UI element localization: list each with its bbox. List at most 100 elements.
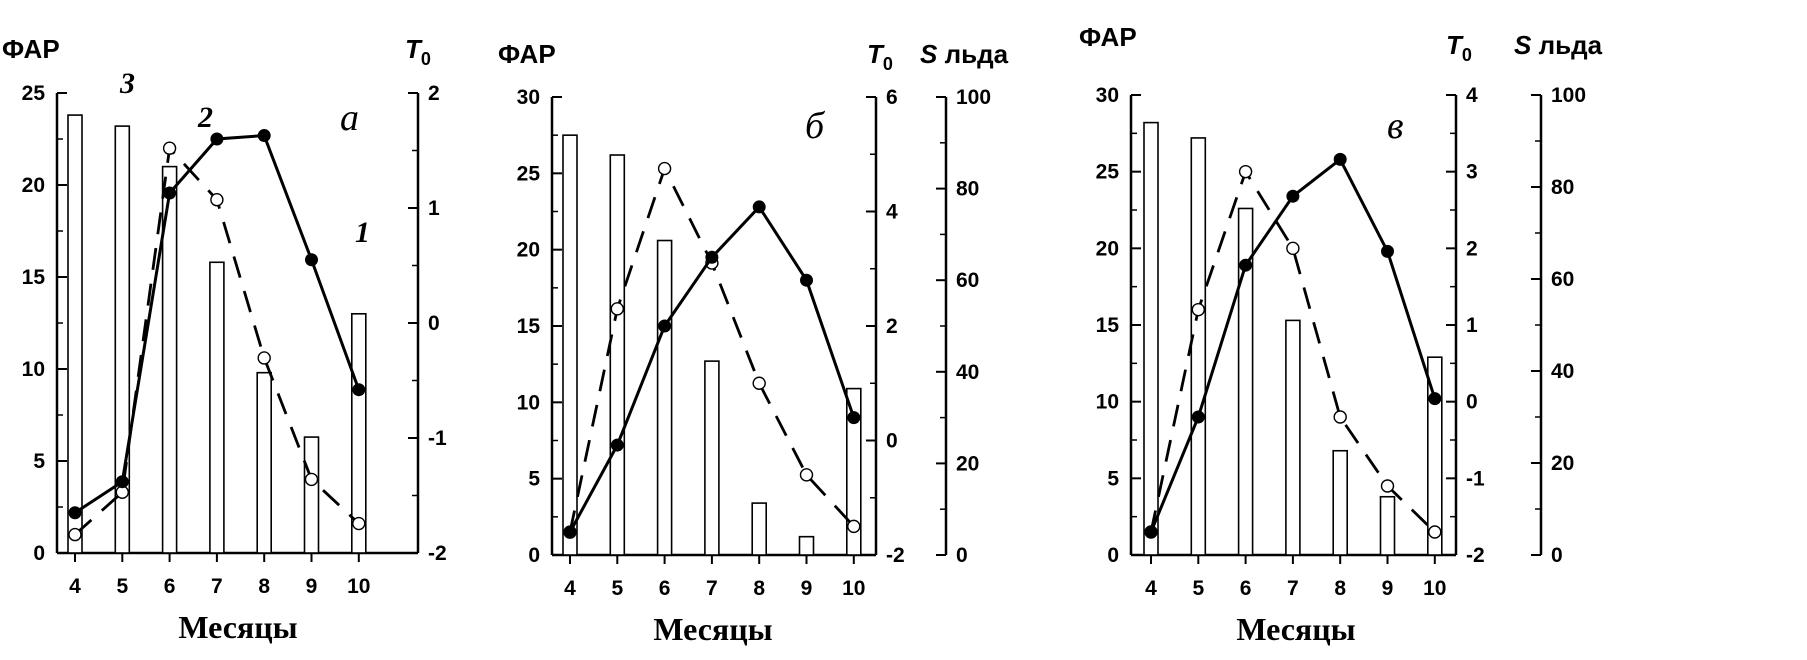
filled-circle-point xyxy=(305,253,318,267)
right-tick-label: 80 xyxy=(956,178,979,201)
right-tick-label: 0 xyxy=(886,430,898,453)
bar xyxy=(1285,319,1301,556)
x-tick-label: 8 xyxy=(1334,577,1346,600)
left-tick-label: 15 xyxy=(22,266,46,289)
right-axis-title: T0 xyxy=(405,34,431,69)
panel-label: в xyxy=(1387,105,1404,147)
left-tick-label: 5 xyxy=(33,450,45,473)
left-tick-label: 10 xyxy=(517,391,540,414)
bar xyxy=(1332,449,1348,556)
right-tick-label: 1 xyxy=(1466,314,1478,337)
filled-circle-point xyxy=(563,525,577,539)
left-tick-label: 0 xyxy=(528,544,540,567)
filled-circle-point xyxy=(1381,244,1394,258)
left-tick-label: 20 xyxy=(517,239,540,262)
right-tick-label: -1 xyxy=(428,427,447,450)
panel-1: 0 5 10 15 20 25 ФАР -2 -1 0 1 2 T0 4 5 6 7 8 9 10 Месяцы а 3 2 1 xyxy=(2,34,447,645)
left-tick-label: 30 xyxy=(517,86,540,109)
filled-circle-point xyxy=(115,475,129,489)
bar xyxy=(845,387,862,556)
panel-label: а xyxy=(340,97,359,139)
filled-circle-point xyxy=(257,129,271,143)
open-circle-point xyxy=(847,519,861,534)
right-tick-label: -1 xyxy=(1466,467,1485,490)
curve-annotation: 3 xyxy=(119,67,135,100)
right-tick-label: 0 xyxy=(956,544,968,567)
filled-circle-point xyxy=(1333,152,1347,166)
bar xyxy=(1427,356,1443,556)
right-tick-label: 4 xyxy=(886,201,898,224)
left-tick-label: 20 xyxy=(1096,237,1119,260)
x-tick-label: 5 xyxy=(1192,577,1204,600)
left-tick-label: 5 xyxy=(1107,467,1119,490)
filled-circle-point xyxy=(68,506,82,520)
right-tick-label: 2 xyxy=(886,315,898,338)
bar xyxy=(562,134,578,556)
right-tick-label: 20 xyxy=(1551,452,1574,475)
right-tick-label: 2 xyxy=(1466,237,1478,260)
x-axis-title: Месяцы xyxy=(178,609,297,645)
open-circle-point xyxy=(257,351,271,365)
x-tick-label: 10 xyxy=(347,575,370,598)
right-tick-label: -2 xyxy=(428,542,447,565)
filled-circle-point xyxy=(752,200,766,214)
filled-circle-point xyxy=(1191,410,1205,424)
left-tick-label: 20 xyxy=(22,174,45,197)
filled-circle-point xyxy=(1286,189,1300,203)
bar xyxy=(751,502,768,556)
bar xyxy=(161,165,178,554)
right-tick-label: 80 xyxy=(1551,176,1574,199)
x-tick-label: 8 xyxy=(258,575,270,598)
right-tick-label: 100 xyxy=(956,86,991,109)
open-circle-point xyxy=(657,161,672,176)
filled-circle-point xyxy=(352,383,366,397)
right-tick-label: 40 xyxy=(956,361,979,384)
x-tick-label: 9 xyxy=(801,577,813,600)
bar xyxy=(303,436,320,554)
x-tick-label: 5 xyxy=(611,577,623,600)
bar xyxy=(798,535,815,556)
bar xyxy=(1190,137,1207,556)
bar xyxy=(656,239,673,556)
left-tick-label: 0 xyxy=(33,542,45,565)
open-circle-point xyxy=(752,376,766,390)
panel-2: 0 5 10 15 20 25 30 ФАР -2 0 2 4 6 T0 0 20 40 60 80 100 S льд… xyxy=(498,39,1009,647)
x-tick-label: 6 xyxy=(1240,577,1252,600)
bar xyxy=(609,154,626,556)
left-axis-title: ФАР xyxy=(1079,22,1137,52)
bar xyxy=(1379,495,1396,556)
bar xyxy=(1143,121,1159,556)
filled-circle-point xyxy=(1428,392,1442,406)
right-tick-label: 3 xyxy=(1466,161,1478,184)
bar xyxy=(209,261,225,554)
open-circle-point xyxy=(162,141,177,155)
open-circle-point xyxy=(799,468,814,482)
bar xyxy=(350,312,367,554)
right-tick-label: 60 xyxy=(1551,268,1574,291)
right-axis-title: S льда xyxy=(1514,30,1603,60)
x-tick-label: 7 xyxy=(1287,577,1299,600)
x-tick-label: 7 xyxy=(706,577,718,600)
left-tick-label: 25 xyxy=(22,82,46,105)
filled-circle-point xyxy=(1144,525,1158,539)
x-tick-label: 8 xyxy=(753,577,765,600)
x-tick-label: 9 xyxy=(306,575,318,598)
filled-circle-point xyxy=(610,438,624,452)
right-axis-title: S льда xyxy=(920,39,1009,69)
left-tick-label: 10 xyxy=(1096,391,1119,414)
left-tick-label: 30 xyxy=(1096,84,1119,107)
right-tick-label: 0 xyxy=(428,312,440,335)
filled-circle-point xyxy=(658,319,672,333)
left-tick-label: 5 xyxy=(528,468,540,491)
right-tick-label: 2 xyxy=(428,82,440,105)
right-tick-label: -2 xyxy=(1466,544,1485,567)
left-tick-label: 10 xyxy=(22,358,45,381)
x-tick-label: 7 xyxy=(211,575,223,598)
x-tick-label: 6 xyxy=(164,575,176,598)
right-tick-label: 40 xyxy=(1551,360,1574,383)
left-tick-label: 25 xyxy=(1096,161,1120,184)
open-circle-point xyxy=(352,516,366,531)
x-tick-label: 4 xyxy=(1145,577,1157,600)
x-tick-label: 4 xyxy=(564,577,576,600)
x-tick-label: 10 xyxy=(842,577,865,600)
